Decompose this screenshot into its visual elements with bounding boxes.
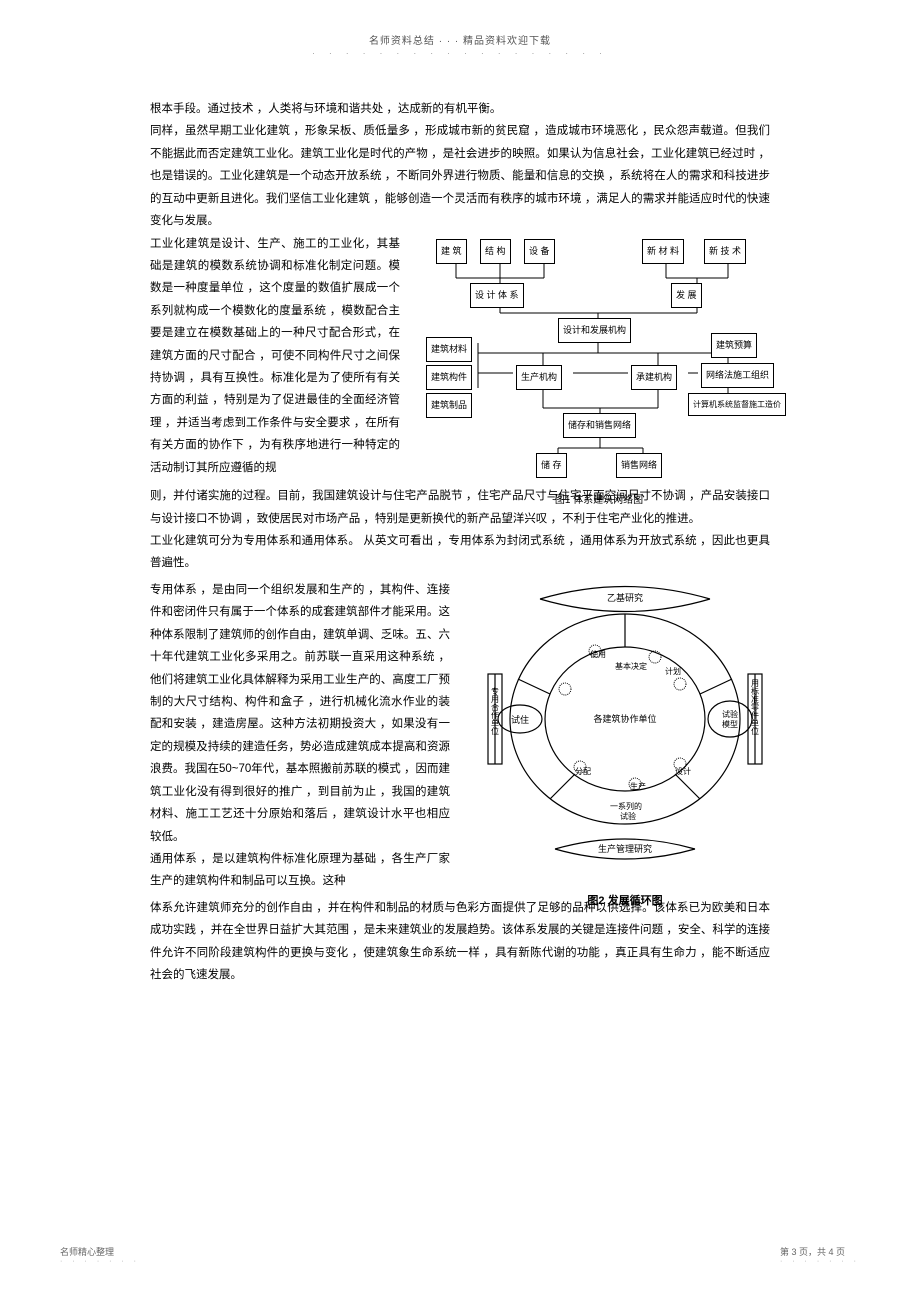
- paragraph-7: 通用体系 ，是以建筑构件标准化原理为基础 ，各生产厂家生产的建筑构件和制品可以互…: [150, 848, 450, 893]
- d2-ring-3: 设计: [675, 766, 691, 776]
- d2-shizhu-l: 试住: [511, 714, 529, 725]
- d2-shizhu-r2: 模型: [722, 719, 738, 729]
- d1-jisuanji: 计算机系统监督施工造价: [688, 393, 786, 417]
- footer-left: 名师精心整理 · · · · · · ·: [60, 1245, 140, 1265]
- d1-jianzhu: 建 筑: [436, 239, 467, 265]
- d2-ring-5: 分配: [575, 767, 591, 776]
- d1-chucun: 储 存: [536, 453, 567, 479]
- d2-ring-6: 一系列的: [610, 801, 642, 811]
- d2-ring-1: 基本决定: [615, 661, 647, 671]
- d1-wangluo: 网络法施工组织: [701, 363, 774, 389]
- d2-ring-6b: 试验: [620, 811, 636, 821]
- d1-xinjishu: 新 技 术: [704, 239, 746, 265]
- diagram2-svg: 乙基研究 各建筑协作单位 试住 试验 模型 生产管理研究 使用 基本决定 计划 …: [480, 579, 770, 879]
- footer-right-text: 第 3 页，共 4 页: [780, 1245, 860, 1258]
- d1-zhipin: 建筑制品: [426, 393, 472, 419]
- paragraph-6: 专用体系 ，是由同一个组织发展和生产的 ，其构件、连接件和密闭件只有属于一个体系…: [150, 579, 450, 848]
- d2-bottom: 生产管理研究: [598, 843, 652, 854]
- d1-chengjian: 承建机构: [631, 365, 677, 391]
- footer-left-text: 名师精心整理: [60, 1245, 140, 1258]
- footer-left-dots: · · · · · · ·: [60, 1258, 140, 1265]
- paragraph-3: 工业化建筑是设计、生产、施工的工业化，其基础是建筑的模数系统协调和标准化制定问题…: [150, 233, 400, 480]
- section-with-diagram2: 专用体系 ，是由同一个组织发展和生产的 ，其构件、连接件和密闭件只有属于一个体系…: [150, 579, 770, 893]
- diagram2-caption: 图2 发展循环图: [480, 891, 770, 912]
- paragraph-2: 同样，虽然早期工业化建筑 ，形象呆板、质低量多 ，形成城市新的贫民窟 ，造成城市…: [150, 120, 770, 232]
- header-dots: · · · · · · · · · · · · · · · · · ·: [0, 49, 920, 58]
- d2-rightcol: 用标准零件单位: [751, 679, 760, 735]
- d2-center: 各建筑协作单位: [593, 713, 656, 724]
- d2-leftcol: 专用合作单位: [491, 686, 500, 735]
- d1-yusuan: 建筑预算: [711, 333, 757, 359]
- d1-cailiao: 建筑材料: [426, 337, 472, 363]
- d2-ring-0: 使用: [590, 649, 606, 659]
- footer-right: 第 3 页，共 4 页 · · · · · · ·: [780, 1245, 860, 1265]
- d1-shejitixi: 设 计 体 系: [470, 283, 524, 309]
- paragraph-1: 根本手段。通过技术 ，人类将与环境和谐共处 ，达成新的有机平衡。: [150, 98, 770, 120]
- diagram1-caption: 图1 体系建筑网络图: [418, 491, 780, 511]
- footer-right-dots: · · · · · · ·: [780, 1258, 860, 1265]
- page-header: 名师资料总结 · · · 精品资料欢迎下载 · · · · · · · · · …: [0, 0, 920, 58]
- d1-shejifazhan: 设计和发展机构: [558, 318, 631, 344]
- diagram-1: 建 筑 结 构 设 备 新 材 料 新 技 术 设 计 体 系 发 展 设计和发…: [418, 233, 780, 493]
- d1-jiegou: 结 构: [480, 239, 511, 265]
- header-title: 名师资料总结 · · · 精品资料欢迎下载: [0, 32, 920, 47]
- d1-chuxiao: 储存和销售网络: [563, 413, 636, 439]
- d1-fazhan: 发 展: [671, 283, 702, 309]
- d1-xiaoshou: 销售网络: [616, 453, 662, 479]
- d2-ring-2: 计划: [665, 666, 681, 676]
- diagram-2: 乙基研究 各建筑协作单位 试住 试验 模型 生产管理研究 使用 基本决定 计划 …: [480, 579, 770, 899]
- document-body: 根本手段。通过技术 ，人类将与环境和谐共处 ，达成新的有机平衡。 同样，虽然早期…: [0, 58, 920, 986]
- paragraph-5: 工业化建筑可分为专用体系和通用体系。 从英文可看出 ，专用体系为封闭式系统 ，通…: [150, 530, 770, 575]
- d1-shengchan: 生产机构: [516, 365, 562, 391]
- d2-shizhu-r: 试验: [722, 709, 738, 719]
- section-with-diagram1: 工业化建筑是设计、生产、施工的工业化，其基础是建筑的模数系统协调和标准化制定问题…: [150, 233, 770, 480]
- d1-shebei: 设 备: [524, 239, 555, 265]
- d1-xincailiao: 新 材 料: [642, 239, 684, 265]
- d2-top: 乙基研究: [607, 592, 643, 603]
- d1-goujian: 建筑构件: [426, 365, 472, 391]
